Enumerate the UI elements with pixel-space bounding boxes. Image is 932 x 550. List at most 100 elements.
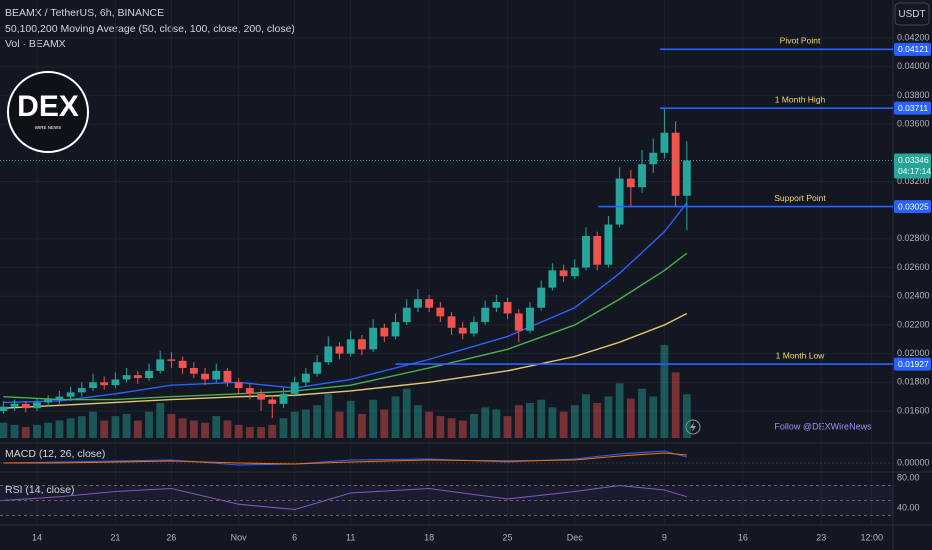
volume-bar: [301, 409, 310, 438]
volume-bar: [582, 394, 590, 438]
volume-bar: [257, 427, 265, 438]
volume-bar: [369, 399, 378, 438]
candle-body: [458, 327, 467, 334]
annotation: Follow @DEXWireNews: [774, 421, 872, 431]
candle-body: [111, 379, 120, 386]
volume-bar: [44, 422, 53, 438]
candle-body: [526, 307, 534, 331]
candle-body: [122, 375, 131, 380]
x-tick-label: 11: [346, 532, 355, 542]
level-tag: [894, 357, 931, 371]
volume-bar: [313, 405, 322, 438]
x-tick-label: 25: [503, 532, 513, 542]
candle-body: [290, 382, 299, 394]
volume-bar: [357, 413, 366, 438]
macd-line: [3, 452, 687, 465]
candle-body: [167, 359, 176, 361]
level-tag-label: 0.04121: [898, 44, 929, 54]
macd-tick-label: 0.00000: [897, 457, 930, 467]
candle-body: [593, 235, 602, 265]
candle-body: [615, 178, 624, 225]
candle-body: [357, 339, 366, 350]
rsi-line: [3, 484, 687, 511]
moving-average: [3, 312, 688, 409]
macd-line: [3, 450, 687, 466]
candle-body: [682, 160, 691, 196]
volume-bar: [559, 411, 568, 438]
y-tick-label: 0.02200: [897, 319, 930, 329]
volume-bar: [402, 388, 411, 438]
candle-body: [257, 393, 265, 400]
candle-body: [671, 132, 680, 196]
volume-bar: [414, 405, 422, 438]
volume-bar: [223, 420, 232, 438]
volume-bar: [77, 416, 86, 438]
volume-bar: [279, 418, 288, 438]
candle-body: [649, 152, 658, 165]
moving-average: [3, 252, 688, 401]
volume-bar: [133, 420, 142, 438]
x-tick-label: 21: [110, 532, 120, 542]
level-tag: [894, 101, 931, 115]
logo-ring: [7, 71, 89, 153]
volume-bar: [514, 405, 523, 438]
candle-body: [178, 360, 187, 368]
level-label: 1 Month High: [775, 94, 826, 104]
y-tick-label: 0.02400: [897, 291, 930, 301]
candle-body: [380, 327, 389, 337]
volume-bar: [436, 416, 445, 438]
last-price-tag: [894, 153, 931, 179]
level-tag: [894, 42, 931, 56]
candle-body: [189, 367, 198, 374]
x-tick-label: 6: [292, 532, 297, 542]
candle-body: [638, 164, 646, 188]
level-label: Support Point: [774, 193, 826, 203]
volume-bar: [201, 422, 209, 438]
volume-bar: [33, 424, 41, 438]
volume-bar: [145, 411, 153, 438]
x-tick-label: Dec: [567, 532, 584, 542]
y-tick-label: 0.01800: [897, 377, 930, 387]
level-label: 1 Month Low: [776, 350, 826, 360]
volume-bar: [470, 413, 478, 438]
volume-bar: [335, 411, 344, 438]
volume-bar: [526, 402, 534, 438]
replay-icon-bolt: [690, 422, 696, 432]
chart-title: BEAMX / TetherUS, 6h, BINANCE: [5, 7, 164, 19]
y-tick-label: 0.03200: [897, 176, 930, 186]
y-tick-label: 0.03800: [897, 90, 930, 100]
candle-body: [436, 307, 445, 317]
x-tick-label: 9: [662, 532, 667, 542]
currency-button[interactable]: [894, 2, 930, 26]
volume-bar: [100, 420, 109, 438]
candle-body: [414, 299, 422, 308]
volume-bar: [89, 411, 97, 438]
replay-icon[interactable]: [685, 419, 701, 435]
candle-body: [245, 388, 254, 394]
level-label: Pivot Point: [780, 36, 821, 46]
currency-label[interactable]: USDT: [898, 9, 925, 20]
volume-bar: [324, 394, 333, 438]
volume-bar: [671, 372, 680, 438]
x-tick-label: Nov: [231, 532, 248, 542]
y-tick-label: 0.02800: [897, 233, 930, 243]
volume-bar: [245, 427, 254, 438]
candle-body: [514, 313, 523, 331]
x-tick-label: 16: [738, 532, 748, 542]
candle-body: [402, 307, 411, 323]
x-tick-label: 23: [816, 532, 826, 542]
volume-bar: [178, 418, 187, 438]
rsi-tick-label: 40.00: [897, 502, 920, 512]
y-tick-label: 0.01600: [897, 405, 930, 415]
candle-body: [604, 224, 613, 265]
candle-body: [582, 235, 590, 268]
volume-bar: [638, 388, 646, 438]
volume-bar: [604, 396, 613, 438]
candle-body: [212, 370, 221, 380]
volume-bar: [425, 411, 434, 438]
countdown-label: 04:17:14: [898, 166, 931, 176]
candle-body: [492, 301, 501, 308]
y-tick-label: 0.04000: [897, 61, 930, 71]
moving-average: [3, 202, 688, 404]
volume-bar: [660, 345, 669, 438]
